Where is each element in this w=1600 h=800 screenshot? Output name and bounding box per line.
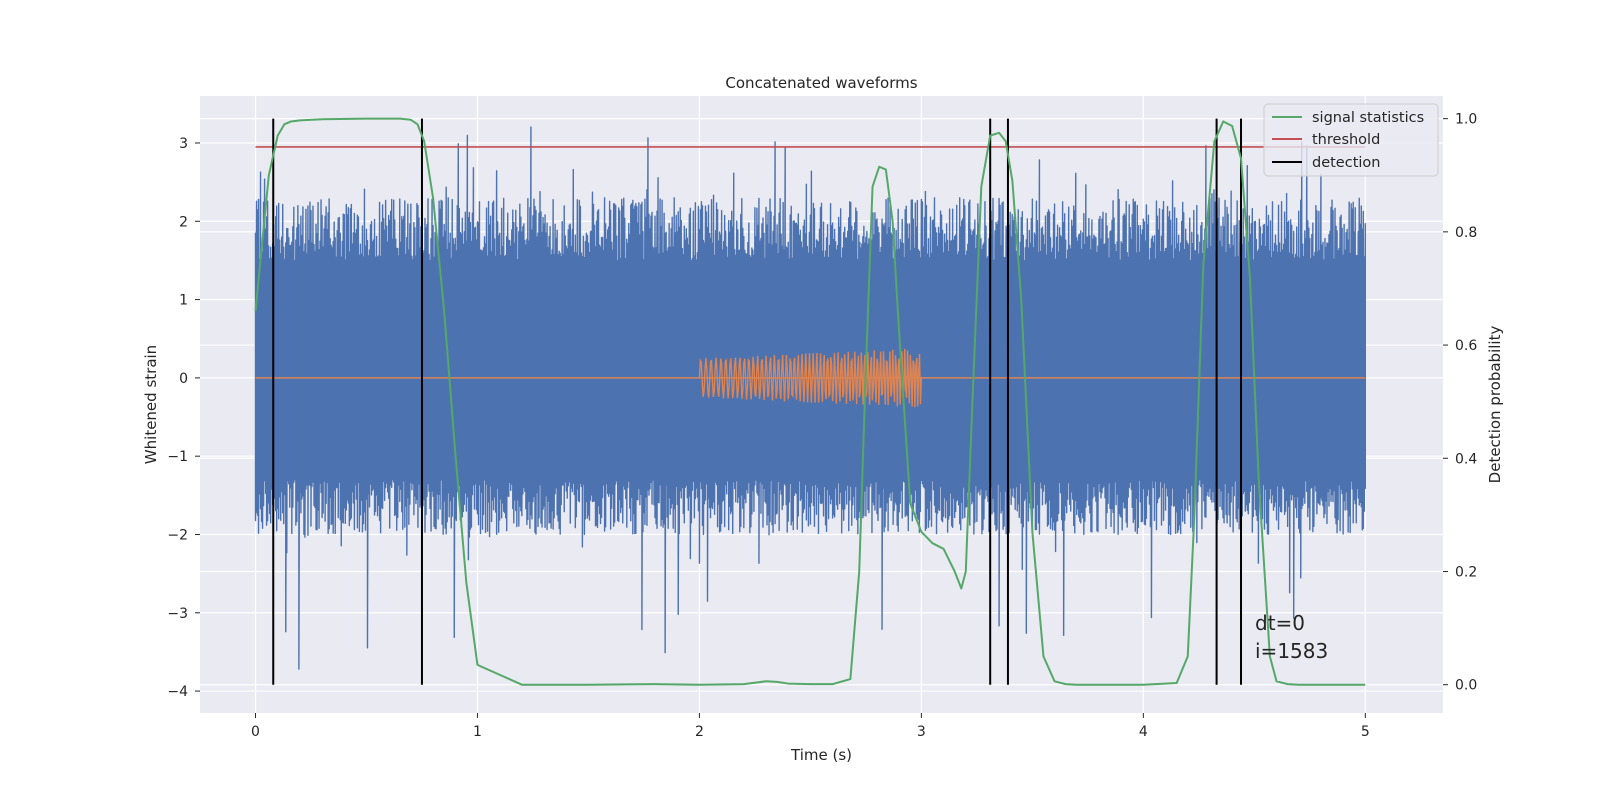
- legend: signal statistics threshold detection: [1263, 103, 1439, 177]
- x-axis-label: Time (s): [790, 746, 852, 764]
- legend-box: [1263, 103, 1439, 177]
- series-injected-signal: [698, 348, 923, 408]
- axes: 0 1 2 3 4 5 −4 −3 −2 −1 0 1 2 3 0.0 0.2 0.4 0.6 0.8 1.0: [167, 112, 1477, 740]
- series-signal-statistics: [254, 117, 1366, 686]
- y-tick-label-right: 0.0: [1455, 678, 1477, 694]
- x-tick-label: 4: [1139, 724, 1148, 740]
- y-tick-label-left: −4: [167, 684, 188, 700]
- y-tick-label-right: 0.8: [1455, 225, 1477, 241]
- x-tick-label: 1: [473, 724, 482, 740]
- y-tick-label-right: 0.4: [1455, 451, 1477, 467]
- y-axis-label-left: Whitened strain: [142, 345, 160, 464]
- x-tick-label: 3: [917, 724, 926, 740]
- y-axis-label-right: Detection probability: [1486, 326, 1504, 484]
- chart-title: Concatenated waveforms: [725, 74, 917, 92]
- annotation-dt: dt=0: [1255, 611, 1305, 635]
- y-tick-label-right: 1.0: [1455, 112, 1477, 128]
- x-tick-label: 2: [695, 724, 704, 740]
- legend-label-detection: detection: [1312, 155, 1380, 171]
- y-tick-label-right: 0.6: [1455, 338, 1477, 354]
- legend-label-threshold: threshold: [1312, 132, 1380, 148]
- legend-label-signal-statistics: signal statistics: [1312, 110, 1424, 126]
- x-tick-label: 5: [1361, 724, 1370, 740]
- y-tick-label-left: −3: [167, 606, 188, 622]
- y-tick-label-left: 1: [179, 293, 188, 309]
- y-tick-label-left: 2: [179, 214, 188, 230]
- y-tick-label-right: 0.2: [1455, 564, 1477, 580]
- x-tick-label: 0: [251, 724, 260, 740]
- plot-area: [254, 117, 1367, 686]
- y-tick-label-left: 0: [179, 371, 188, 387]
- annotation: dt=0 i=1583: [1255, 611, 1328, 663]
- y-tick-label-left: −2: [167, 527, 188, 543]
- y-tick-label-left: 3: [179, 136, 188, 152]
- annotation-index: i=1583: [1255, 639, 1328, 663]
- y-tick-label-left: −1: [167, 449, 188, 465]
